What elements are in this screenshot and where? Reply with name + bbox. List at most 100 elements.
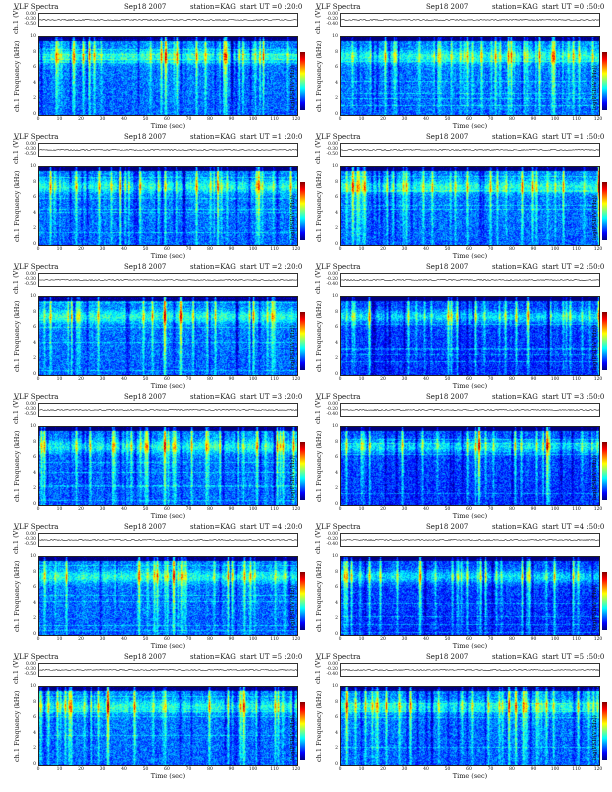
panel-title: VLF Spectra Sep18 2007 station=KAG start UT… <box>316 523 604 532</box>
frequency-tick: 4 <box>33 730 36 736</box>
timeseries-ylabel: ch.1 (V) <box>10 658 22 684</box>
timeseries-ytick: -0.30 <box>24 147 36 152</box>
time-tick: 20 <box>380 377 386 382</box>
spectrogram-ylabel: ch.1 Frequency (kHz) <box>312 301 324 372</box>
date-text: Sep18 2007 <box>124 523 167 531</box>
timeseries-ylabel-text: ch.1 (V) <box>12 8 20 34</box>
time-tick: 70 <box>185 507 192 512</box>
timeseries-ylabel-text: ch.1 (V) <box>314 398 322 424</box>
time-tick: 100 <box>248 117 258 122</box>
timeseries-svg <box>341 278 599 282</box>
time-tick: 80 <box>207 117 213 122</box>
spectrogram-panel: VLF Spectra Sep18 2007 station=KAG start UT… <box>10 392 305 520</box>
time-tick: 50 <box>142 507 149 512</box>
start-time-text: start UT =3 :50:0 <box>542 393 605 401</box>
date-text: Sep18 2007 <box>426 263 469 271</box>
frequency-tick: 4 <box>33 340 36 346</box>
timeseries-trace <box>39 409 297 412</box>
time-tick: 80 <box>207 637 213 642</box>
timeseries-ylabel: ch.1 (V) <box>10 138 22 164</box>
time-tick: 120 <box>593 637 603 642</box>
colorbar-label: log(PSD(V²/Hz)) <box>592 704 602 760</box>
time-tick: 0 <box>36 637 40 642</box>
spectrogram-image <box>38 36 298 116</box>
timeseries-ylabel: ch.1 (V) <box>312 658 324 684</box>
time-tick: 20 <box>380 507 386 512</box>
spectrogram-canvas <box>39 557 297 635</box>
time-tick: 70 <box>487 117 494 122</box>
panel-title: VLF Spectra Sep18 2007 station=KAG start UT… <box>14 133 302 142</box>
timeseries-ytick: -0.20 <box>326 17 338 22</box>
frequency-tick: 0 <box>335 372 338 377</box>
title-text: VLF Spectra <box>14 3 59 11</box>
time-tick: 10 <box>358 507 365 512</box>
time-tick: 60 <box>466 767 472 772</box>
time-tick: 70 <box>487 767 494 772</box>
time-axis-label: Time (sec) <box>150 512 186 520</box>
time-tick: 80 <box>509 507 515 512</box>
time-tick: 30 <box>99 117 106 122</box>
panel-title: VLF Spectra Sep18 2007 station=KAG start UT… <box>14 263 302 272</box>
time-tick: 50 <box>142 117 149 122</box>
timeseries-svg <box>341 668 599 671</box>
station-text: station=KAG <box>492 393 538 401</box>
spectrogram-ylabel: ch.1 Frequency (kHz) <box>312 171 324 242</box>
frequency-tick: 6 <box>335 455 338 461</box>
spectrogram-canvas <box>39 427 297 505</box>
spectrogram-image <box>38 556 298 636</box>
timeseries-ytick: 0.00 <box>25 272 36 277</box>
start-time-text: start UT =4 :20:0 <box>240 523 303 531</box>
title-text: VLF Spectra <box>14 393 59 401</box>
frequency-tick: 6 <box>335 585 338 591</box>
colorbar-label-text: log(PSD(V²/Hz)) <box>592 715 598 760</box>
time-tick: 30 <box>401 637 408 642</box>
time-tick: 110 <box>572 637 581 642</box>
timeseries-ytick: 0.00 <box>327 662 338 667</box>
frequency-tick: 4 <box>33 600 36 606</box>
date-text: Sep18 2007 <box>124 653 167 661</box>
time-axis-label: Time (sec) <box>150 382 186 390</box>
frequency-tick: 2 <box>33 616 36 622</box>
time-tick: 0 <box>338 377 342 382</box>
frequency-tick: 0 <box>33 502 36 507</box>
colorbar-label-text: log(PSD(V²/Hz)) <box>592 65 598 110</box>
timeseries-ytick: 0.00 <box>327 272 338 277</box>
frequency-tick: 8 <box>33 49 36 55</box>
colorbar <box>300 312 305 370</box>
station-text: station=KAG <box>492 133 538 141</box>
frequency-tick: 6 <box>33 585 36 591</box>
time-tick: 90 <box>228 767 235 772</box>
timeseries-ytick: 0.00 <box>25 402 36 407</box>
timeseries-svg <box>39 539 297 541</box>
time-tick: 110 <box>572 247 581 252</box>
time-tick: 10 <box>358 637 365 642</box>
timeseries-ytick: -0.50 <box>24 282 36 287</box>
timeseries-trace <box>341 668 599 671</box>
time-tick: 90 <box>228 247 235 252</box>
start-time-text: start UT =0 :50:0 <box>542 3 605 11</box>
spectrogram-canvas <box>39 687 297 765</box>
timeseries-plot <box>340 533 600 547</box>
colorbar-label-text: log(PSD(V²/Hz)) <box>290 195 296 240</box>
frequency-tick: 8 <box>33 439 36 445</box>
time-axis-label: Time (sec) <box>452 642 488 650</box>
time-axis-label: Time (sec) <box>452 382 488 390</box>
timeseries-trace <box>39 279 297 281</box>
timeseries-ylabel-text: ch.1 (V) <box>314 658 322 684</box>
time-tick: 0 <box>338 117 342 122</box>
frequency-tick: 10 <box>30 554 36 559</box>
time-tick: 40 <box>423 377 429 382</box>
timeseries-ytick: -0.30 <box>24 537 36 542</box>
frequency-tick: 10 <box>332 294 338 299</box>
time-tick: 60 <box>466 507 472 512</box>
timeseries-svg <box>39 149 297 152</box>
station-text: station=KAG <box>190 393 236 401</box>
spectrogram-panel: VLF Spectra Sep18 2007 station=KAG start UT… <box>312 392 607 520</box>
time-axis-label: Time (sec) <box>150 642 186 650</box>
time-axis-label: Time (sec) <box>452 252 488 260</box>
time-tick: 20 <box>380 637 386 642</box>
date-text: Sep18 2007 <box>426 653 469 661</box>
start-time-text: start UT =1 :50:0 <box>542 133 605 141</box>
time-tick: 70 <box>185 767 192 772</box>
date-text: Sep18 2007 <box>124 133 167 141</box>
